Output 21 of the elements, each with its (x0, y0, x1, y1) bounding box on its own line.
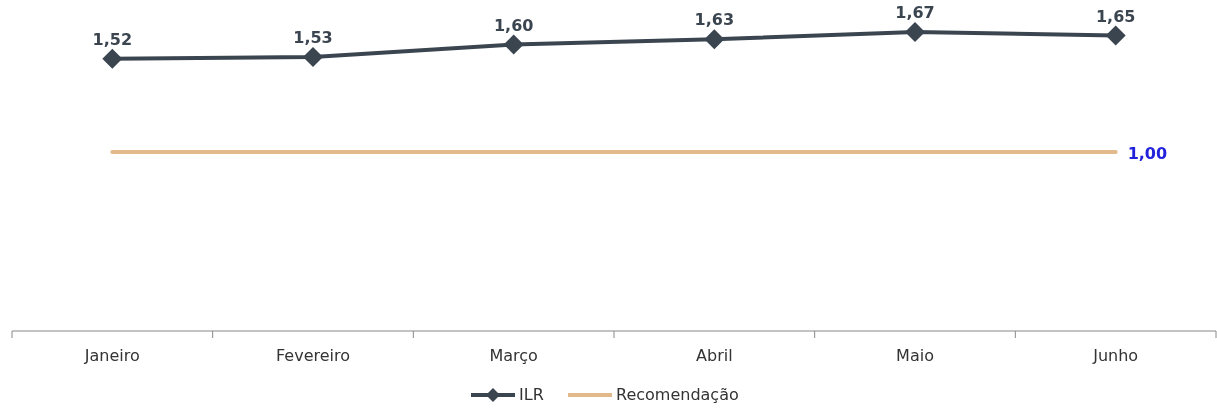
data-label: 1,53 (293, 28, 333, 48)
x-tick-label: Junho (1092, 346, 1139, 365)
x-tick-label: Fevereiro (275, 346, 351, 365)
data-label: 1,63 (694, 10, 735, 30)
x-tick-label: Abril (696, 346, 733, 365)
point (102, 48, 123, 69)
x-tick-label: Maio (896, 346, 934, 365)
legend-label: ILR (519, 385, 544, 404)
data-label: 1,67 (895, 2, 935, 22)
point (503, 34, 524, 55)
data-label: 1,00 (1127, 143, 1168, 163)
point (704, 29, 725, 50)
point (905, 21, 925, 42)
data-label: 1,65 (1095, 6, 1136, 26)
data-label: 1,60 (493, 15, 534, 35)
point (1105, 25, 1126, 46)
point (303, 47, 323, 68)
legend-label: Recomendação (616, 385, 739, 404)
x-tick-label: Março (489, 346, 538, 365)
data-label: 1,52 (92, 29, 133, 49)
x-tick-label: Janeiro (83, 346, 140, 365)
